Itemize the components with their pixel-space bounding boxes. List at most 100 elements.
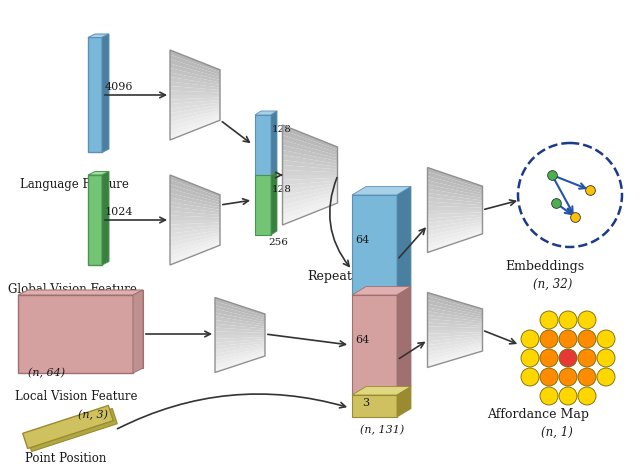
- FancyBboxPatch shape: [88, 37, 102, 152]
- Polygon shape: [282, 192, 337, 210]
- Circle shape: [521, 330, 539, 348]
- Polygon shape: [215, 298, 265, 316]
- Polygon shape: [428, 212, 483, 219]
- Polygon shape: [282, 140, 337, 158]
- Polygon shape: [170, 113, 220, 131]
- Circle shape: [540, 311, 558, 329]
- Polygon shape: [170, 77, 220, 88]
- Polygon shape: [170, 222, 220, 229]
- Polygon shape: [170, 86, 220, 93]
- Polygon shape: [170, 118, 220, 140]
- Polygon shape: [255, 111, 277, 115]
- Polygon shape: [428, 332, 483, 338]
- Circle shape: [540, 387, 558, 405]
- Circle shape: [578, 387, 596, 405]
- Polygon shape: [170, 63, 220, 80]
- Polygon shape: [170, 54, 220, 75]
- Polygon shape: [133, 290, 143, 373]
- Text: 64: 64: [355, 235, 369, 245]
- Polygon shape: [170, 225, 220, 234]
- Text: (n, 1): (n, 1): [541, 426, 573, 439]
- Polygon shape: [428, 172, 483, 191]
- Polygon shape: [215, 320, 265, 329]
- FancyBboxPatch shape: [352, 395, 397, 417]
- Polygon shape: [170, 216, 220, 220]
- Circle shape: [521, 368, 539, 386]
- Text: Affordance Map: Affordance Map: [487, 408, 589, 421]
- Polygon shape: [282, 194, 337, 215]
- Polygon shape: [170, 184, 220, 202]
- Polygon shape: [428, 304, 483, 317]
- Polygon shape: [428, 217, 483, 227]
- Text: 4096: 4096: [105, 82, 134, 92]
- Polygon shape: [215, 354, 265, 373]
- Polygon shape: [215, 335, 265, 339]
- Polygon shape: [215, 352, 265, 369]
- Polygon shape: [282, 155, 337, 166]
- Polygon shape: [282, 186, 337, 200]
- Text: 128: 128: [272, 185, 292, 194]
- Polygon shape: [170, 68, 220, 82]
- Polygon shape: [215, 309, 265, 323]
- Polygon shape: [215, 301, 265, 318]
- Polygon shape: [428, 227, 483, 244]
- Polygon shape: [428, 323, 483, 328]
- Polygon shape: [170, 81, 220, 90]
- Text: 256: 256: [268, 238, 288, 247]
- Polygon shape: [282, 145, 337, 161]
- Polygon shape: [282, 197, 337, 220]
- Polygon shape: [170, 230, 220, 243]
- Polygon shape: [428, 229, 483, 248]
- Polygon shape: [428, 180, 483, 196]
- Polygon shape: [23, 405, 113, 448]
- Circle shape: [559, 349, 577, 367]
- Polygon shape: [170, 207, 220, 215]
- Polygon shape: [428, 193, 483, 203]
- Polygon shape: [27, 409, 117, 452]
- Polygon shape: [215, 339, 265, 346]
- Circle shape: [578, 311, 596, 329]
- Circle shape: [559, 330, 577, 348]
- Polygon shape: [170, 72, 220, 85]
- Polygon shape: [352, 287, 411, 295]
- Text: 64: 64: [355, 335, 369, 345]
- Polygon shape: [170, 243, 220, 265]
- Polygon shape: [428, 311, 483, 322]
- Circle shape: [597, 349, 615, 367]
- Text: 128: 128: [272, 125, 292, 134]
- Polygon shape: [170, 235, 220, 252]
- Circle shape: [578, 368, 596, 386]
- Polygon shape: [170, 90, 220, 95]
- Polygon shape: [170, 115, 220, 135]
- Polygon shape: [428, 222, 483, 236]
- Polygon shape: [282, 184, 337, 195]
- Text: Repeat: Repeat: [308, 270, 353, 283]
- Polygon shape: [170, 179, 220, 200]
- Circle shape: [559, 368, 577, 386]
- Polygon shape: [170, 189, 220, 205]
- Polygon shape: [428, 319, 483, 326]
- Text: (n, 64): (n, 64): [28, 368, 65, 378]
- Text: Global Vision Feature: Global Vision Feature: [8, 283, 137, 296]
- Polygon shape: [282, 130, 337, 153]
- Polygon shape: [215, 331, 265, 335]
- Polygon shape: [215, 350, 265, 365]
- Circle shape: [540, 330, 558, 348]
- Polygon shape: [170, 228, 220, 238]
- Polygon shape: [215, 313, 265, 324]
- Polygon shape: [282, 165, 337, 172]
- Text: (n, 32): (n, 32): [533, 278, 573, 291]
- Circle shape: [521, 349, 539, 367]
- Polygon shape: [397, 386, 411, 417]
- Polygon shape: [215, 342, 265, 350]
- Polygon shape: [170, 220, 220, 225]
- Circle shape: [540, 368, 558, 386]
- Polygon shape: [170, 107, 220, 122]
- FancyBboxPatch shape: [352, 195, 397, 295]
- Polygon shape: [170, 175, 220, 197]
- Polygon shape: [428, 197, 483, 205]
- Polygon shape: [282, 200, 337, 225]
- FancyBboxPatch shape: [88, 175, 102, 265]
- Polygon shape: [170, 198, 220, 210]
- Polygon shape: [282, 181, 337, 190]
